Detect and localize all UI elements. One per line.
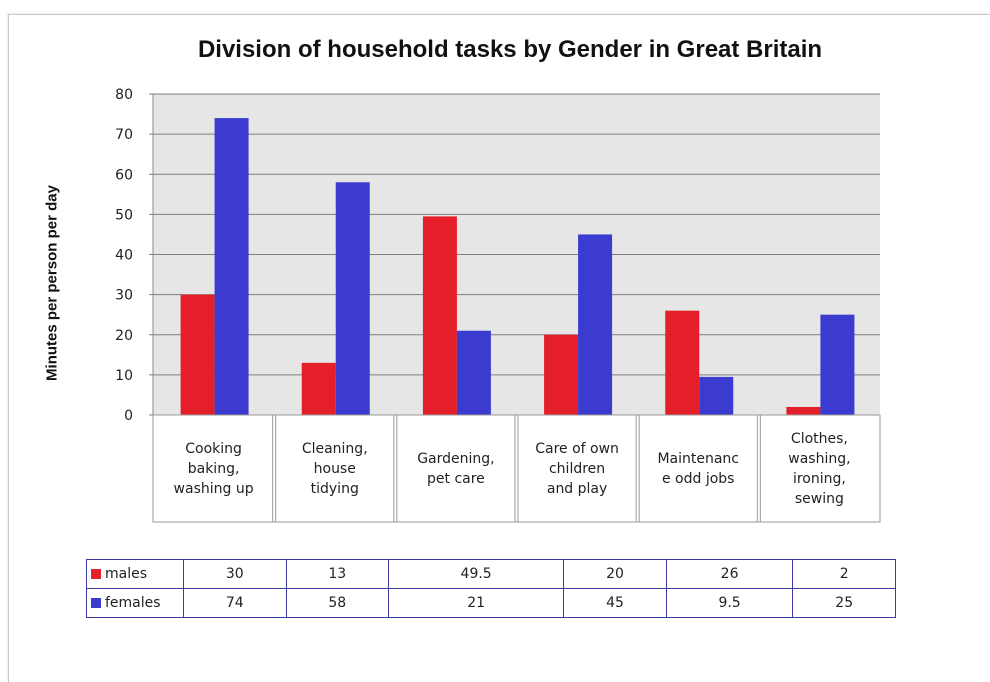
category-label-line: Cleaning,	[301, 440, 368, 457]
y-tick-label: 50	[115, 207, 133, 223]
category-label-line: pet care	[427, 470, 485, 487]
bar-females	[456, 330, 491, 415]
data-table-cell: 30	[183, 559, 287, 589]
data-table-cell: 9.5	[665, 588, 794, 618]
category-label-line: sewing	[794, 490, 844, 507]
data-table-cell: 13	[285, 559, 390, 589]
bar-males	[786, 406, 821, 415]
data-table-row: males 30 13 49.5 20 26 2	[86, 559, 896, 589]
bar-females	[214, 118, 249, 415]
category-axis-box	[152, 414, 881, 523]
data-table-cell: 26	[665, 559, 794, 589]
category-label: Clothes, washing, ironing, sewing	[763, 429, 876, 509]
legend-swatch	[91, 569, 101, 579]
y-tick-label: 10	[115, 368, 133, 384]
category-label: Gardening, pet care	[399, 449, 512, 489]
chart-title: Division of household tasks by Gender in…	[197, 36, 823, 63]
bar-males	[422, 216, 457, 415]
y-tick-label: 40	[115, 248, 133, 264]
bar-females	[699, 376, 734, 415]
data-table-cell: 21	[388, 588, 565, 618]
data-table-cell: 58	[285, 588, 390, 618]
category-label-line: washing up	[173, 480, 254, 497]
category-label-line: Care of own	[535, 440, 619, 457]
category-label-line: e odd jobs	[661, 470, 735, 487]
category-label-line: Cooking	[185, 440, 242, 457]
data-table-cell: 20	[563, 559, 667, 589]
legend-entry: males	[86, 559, 184, 589]
data-table-cell: 45	[563, 588, 667, 618]
category-label-line: washing,	[788, 450, 851, 467]
y-tick-label: 70	[115, 127, 133, 143]
category-label: Cleaning, house tidying	[278, 439, 391, 499]
category-label-line: tidying	[310, 480, 359, 497]
category-label: Care of own children and play	[521, 439, 634, 499]
data-table-cell: 74	[183, 588, 287, 618]
category-label-line: Maintenanc	[657, 450, 739, 467]
y-tick-label: 30	[115, 288, 133, 304]
category-label-line: ironing,	[792, 470, 846, 487]
y-tick-label: 60	[115, 167, 133, 183]
category-label-line: house	[313, 460, 356, 477]
legend-swatch	[91, 598, 101, 608]
bar-males	[544, 334, 579, 415]
legend-label: females	[105, 595, 161, 611]
legend-entry: females	[86, 588, 184, 618]
bar-females	[335, 182, 370, 415]
y-tick-label: 0	[124, 408, 133, 424]
category-label: Maintenanc e odd jobs	[642, 449, 755, 489]
y-tick-label: 20	[115, 328, 133, 344]
data-table-cell: 2	[792, 559, 896, 589]
data-table-cell: 49.5	[388, 559, 565, 589]
data-table: males 30 13 49.5 20 26 2 females 74 58 21 45 9.5 25	[86, 559, 896, 618]
bar-females	[578, 234, 613, 415]
data-table-row: females 74 58 21 45 9.5 25	[86, 588, 896, 618]
category-label: Cooking baking, washing up	[157, 439, 270, 499]
legend-label: males	[105, 566, 148, 582]
data-table-cell: 25	[792, 588, 896, 618]
bar-females	[820, 314, 855, 415]
y-tick-label: 80	[115, 87, 133, 103]
category-label-line: children	[548, 460, 606, 477]
category-label-line: Clothes,	[790, 430, 848, 447]
bar-males	[301, 362, 336, 415]
category-label-line: baking,	[187, 460, 240, 477]
category-label-line: and play	[546, 480, 608, 497]
bar-males	[180, 294, 215, 415]
bar-males	[665, 310, 700, 415]
category-label-line: Gardening,	[417, 450, 495, 467]
